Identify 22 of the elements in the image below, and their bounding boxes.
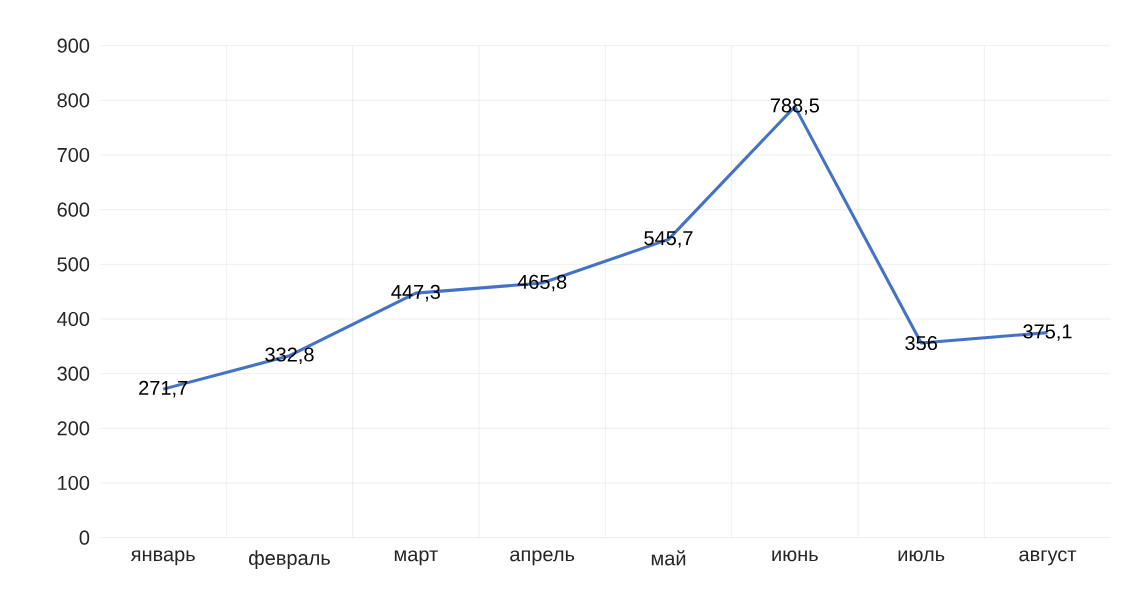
x-tick-label: январь [130, 550, 195, 566]
data-label: 356 [905, 335, 937, 351]
data-label: 375,1 [1023, 324, 1072, 341]
y-tick-label: 500 [57, 257, 90, 272]
y-tick-label: 200 [57, 421, 90, 436]
y-tick-label: 900 [57, 38, 90, 53]
data-label: 788,5 [770, 98, 820, 115]
data-label: 271,7 [139, 380, 188, 398]
y-tick-label: 100 [58, 475, 90, 491]
x-tick-label: август [1019, 550, 1077, 566]
y-tick-label: 700 [57, 147, 90, 163]
y-tick-label: 400 [57, 311, 90, 327]
x-tick-label: март [394, 550, 438, 566]
y-tick-label: 300 [57, 366, 90, 381]
x-tick-label: апрель [510, 550, 575, 566]
x-tick-label: май [651, 550, 686, 566]
x-tick-label: июнь [772, 550, 818, 562]
x-tick-label: февраль [249, 550, 330, 569]
y-tick-label: 800 [57, 93, 90, 108]
x-tick-label: июль [898, 550, 945, 562]
y-tick-label: 600 [57, 202, 90, 217]
y-tick-label: 0 [79, 530, 90, 545]
